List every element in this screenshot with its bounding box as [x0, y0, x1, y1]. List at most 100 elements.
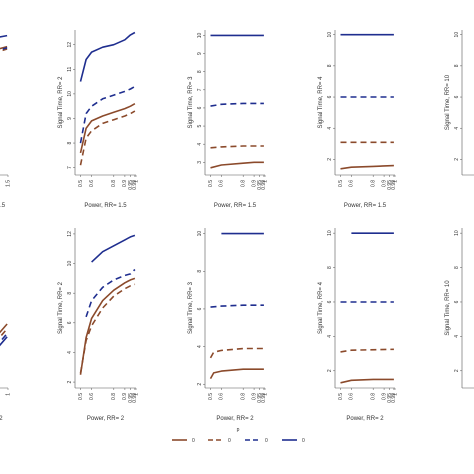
y-tick-label: 8 [327, 64, 333, 67]
series-line-4 [0, 336, 8, 347]
x-tick-label: 1 [262, 393, 268, 396]
x-tick-label: 1 [392, 180, 398, 183]
series-line-1 [79, 103, 136, 154]
x-axis-label: Power, RR= 2 [216, 416, 254, 422]
y-axis-label: Signal Time, RR= 2 [58, 281, 64, 334]
x-tick-label: 0.95 [387, 393, 393, 403]
y-tick-label: 11 [67, 67, 73, 72]
panel-5: 2 4 6 8 10 Signal Time, RR= 10 [445, 30, 474, 176]
series-line-1 [209, 368, 264, 379]
x-tick-label: 0.9 [122, 180, 128, 187]
y-tick-label: 10 [454, 32, 460, 38]
y-tick-label: 4 [197, 345, 203, 348]
x-tick-label: 0.8 [241, 393, 247, 400]
series-line-3 [210, 102, 264, 107]
y-tick-label: 12 [67, 42, 73, 48]
panel-7: 2 4 6 8 10 12 0.5 0.6 0.8 0.9 0.950.991 Signal Time… [58, 228, 139, 422]
y-tick-label: 4 [197, 143, 203, 146]
series-line-2 [0, 48, 8, 53]
x-tick-label: 0.99 [261, 180, 267, 190]
y-tick-label: 4 [67, 351, 73, 354]
x-tick-label: 0.6 [219, 180, 225, 187]
x-tick-label: 0.8 [371, 393, 377, 400]
x-tick-label: 0.5 [338, 393, 344, 400]
y-tick-label: 8 [454, 64, 460, 67]
series-line-2 [210, 145, 264, 149]
y-tick-label: 2 [454, 158, 460, 161]
series-line-3 [85, 268, 136, 318]
y-tick-label: 10 [454, 230, 460, 236]
y-tick-label: 2 [327, 369, 333, 372]
y-tick-label: 5 [197, 124, 203, 127]
series-line-3 [0, 333, 8, 344]
x-tick-label: 0.6 [89, 393, 95, 400]
y-axis-label: Signal Time, RR= 3 [188, 281, 194, 334]
x-tick-label: 0.8 [241, 180, 247, 187]
series-line-2 [209, 347, 264, 359]
legend-title: p [237, 427, 240, 433]
x-tick-label: 0.95 [257, 393, 263, 403]
x-tick-label: 0.5 [208, 393, 214, 400]
x-axis-label: Power, RR= 2 [0, 416, 3, 422]
x-axis-label: Power, RR= 2 [87, 416, 125, 422]
x-tick-label: 0.9 [251, 180, 257, 187]
x-tick-label: 0.95 [128, 393, 134, 403]
y-tick-label: 7 [67, 166, 73, 169]
panel-8: 2 4 6 8 10 0.5 0.6 0.8 0.9 0.950.991 Signal Time, … [188, 228, 268, 422]
x-tick-label: 0.95 [387, 180, 393, 190]
x-tick-label: 1 [133, 180, 139, 183]
x-tick-label: 0.9 [381, 393, 387, 400]
y-tick-label: 8 [67, 292, 73, 295]
series-line-1 [0, 323, 8, 334]
y-tick-label: 8 [67, 141, 73, 144]
x-axis-label: Power, RR= 1.5 [84, 203, 127, 209]
y-tick-label: 3 [197, 161, 203, 164]
series-line-1 [210, 161, 264, 169]
y-tick-label: 2 [454, 369, 460, 372]
x-tick-label: 1 [133, 393, 139, 396]
x-tick-label: 1.5 [5, 180, 11, 187]
y-tick-label: 6 [67, 321, 73, 324]
x-tick-label: 0.99 [132, 393, 138, 403]
panel-3: 3 4 5 6 7 8 9 10 0.5 0.6 0.8 0.9 0.950.991 Signal Tim… [188, 30, 268, 209]
legend: p0 0 0 0 [172, 427, 305, 444]
y-tick-label: 8 [197, 70, 203, 73]
y-tick-label: 10 [197, 32, 203, 38]
y-axis-label: Signal Time, RR= 10 [445, 280, 451, 336]
x-tick-label: 1 [262, 180, 268, 183]
y-tick-label: 8 [327, 266, 333, 269]
x-tick-label: 0.9 [251, 393, 257, 400]
y-tick-label: 8 [454, 266, 460, 269]
y-tick-label: 9 [197, 52, 203, 55]
y-tick-label: 6 [197, 106, 203, 109]
y-axis-label: Signal Time, RR= 3 [188, 76, 194, 129]
x-tick-label: 0.6 [349, 180, 355, 187]
x-tick-label: 0.8 [111, 180, 117, 187]
x-tick-label: 0.8 [111, 393, 117, 400]
y-tick-label: 6 [197, 307, 203, 310]
series-line-1 [340, 164, 394, 170]
series-line-1 [340, 378, 394, 384]
x-tick-label: 1 [5, 393, 11, 396]
legend-label: 0 [265, 438, 268, 444]
x-tick-label: 0.5 [78, 393, 84, 400]
panel-10: 2 4 6 8 10 Signal Time, RR= 10 [445, 228, 474, 389]
y-tick-label: 10 [67, 91, 73, 97]
series-line-3 [210, 304, 264, 308]
y-axis-label: Signal Time, RR= 10 [445, 74, 451, 130]
y-tick-label: 7 [197, 88, 203, 91]
x-tick-label: 0.5 [208, 180, 214, 187]
y-tick-label: 6 [454, 300, 460, 303]
x-axis-label: Power, RR= 1.5 [344, 203, 387, 209]
x-tick-label: 0.6 [219, 393, 225, 400]
y-axis-label: Signal Time, RR= 4 [318, 281, 324, 334]
series-line-3 [79, 85, 136, 144]
x-tick-label: 0.95 [128, 180, 134, 190]
series-line-4 [0, 34, 8, 38]
series-line-2 [79, 110, 136, 166]
y-tick-label: 2 [197, 383, 203, 386]
y-axis-label: Signal Time, RR= 4 [318, 76, 324, 129]
y-tick-label: 10 [327, 230, 333, 236]
x-tick-label: 1 [392, 393, 398, 396]
